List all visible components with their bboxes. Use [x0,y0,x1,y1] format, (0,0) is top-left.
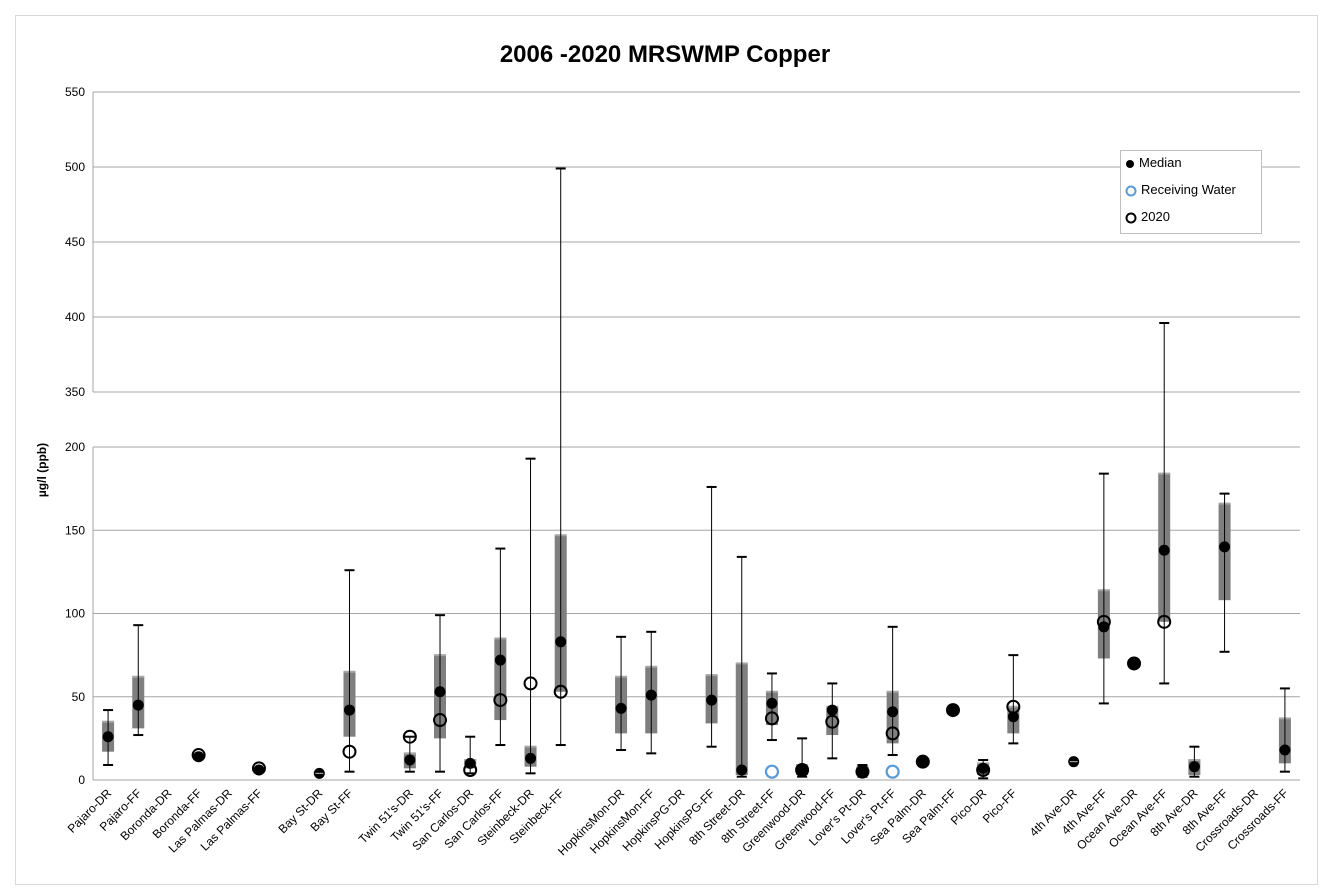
median-marker [917,756,929,768]
median-marker [555,636,567,648]
median-marker [1279,744,1291,756]
y-tick-label: 550 [65,85,85,99]
median-marker [102,731,114,743]
marker-2020 [402,729,417,744]
median-marker [1128,657,1140,669]
marker-2020 [191,748,206,763]
median-marker [434,686,446,698]
open-circle-blue-icon [1125,185,1137,197]
y-tick-label: 100 [65,607,85,621]
y-tick-label: 150 [65,523,85,537]
marker-2020 [463,763,478,778]
y-tick-labels: 0 50 100 150 200 350 400 450 500 550 [65,85,85,787]
boxes [102,472,1291,776]
marker-2020 [945,703,960,718]
marker-2020 [342,744,357,759]
y-tick-label: 50 [72,690,86,704]
whiskers [103,167,1290,780]
gridlines [92,91,1300,781]
marker-2020 [523,676,538,691]
x-tick-label: Pico-FF [980,786,1020,826]
marker-2020 [1006,699,1021,714]
y-axis-label: µg/l (ppb) [35,443,49,497]
marker-2020 [915,754,930,769]
legend-item-2020: 2020 [1125,208,1170,226]
y-tick-label: 450 [65,235,85,249]
legend-item-median: Median [1125,154,1182,172]
median-marker [1188,761,1200,773]
y-tick-label: 350 [65,385,85,399]
median-marker [494,654,506,666]
marker-2020 [1127,656,1142,671]
markers [102,541,1291,779]
marker-2020 [1157,614,1172,629]
marker-2020 [855,764,870,779]
median-marker [1098,621,1110,633]
marker-2020 [1096,614,1111,629]
y-tick-label: 500 [65,160,85,174]
marker-2020 [433,713,448,728]
median-marker [766,697,778,709]
marker-2020 [553,684,568,699]
marker-2020 [493,693,508,708]
marker-2020 [825,714,840,729]
receiving-water-marker [764,764,780,779]
y-tick-label: 400 [65,310,85,324]
y-tick-label: 0 [78,773,85,787]
median-marker [343,704,355,716]
median-marker [796,764,808,776]
marker-2020 [795,763,810,778]
marker-2020 [764,711,779,726]
marker-2020 [251,761,266,776]
marker-2020 [976,763,991,778]
y-tick-label: 200 [65,440,85,454]
median-marker [645,689,657,701]
legend-label-median: Median [1139,155,1182,170]
marker-2020 [885,726,900,741]
chart-legend: Median Receiving Water 2020 [1120,150,1262,234]
filled-circle-icon [1126,159,1134,168]
receiving-water-marker [885,764,900,779]
median-marker [856,766,868,778]
chart-frame [15,15,1318,885]
median-marker [525,752,537,764]
median-marker [736,764,748,776]
median-marker [1007,711,1019,723]
open-circle-black-icon [1125,212,1137,224]
median-marker [1219,541,1231,553]
median-marker [132,699,144,711]
legend-label-receiving-water: Receiving Water [1141,182,1236,197]
chart-title: 2006 -2020 MRSWMP Copper [500,41,830,68]
x-tick-labels: Pajaro-DRPajaro-FFBoronda-DRBoronda-FFLa… [65,786,1291,858]
legend-label-2020: 2020 [1141,209,1170,224]
median-marker [826,704,838,716]
median-marker [887,706,899,718]
median-marker [615,702,627,714]
median-marker [947,704,959,716]
median-marker [706,694,718,706]
median-marker [404,754,416,766]
legend-item-receiving-water: Receiving Water [1125,181,1236,199]
median-marker [1158,544,1170,556]
